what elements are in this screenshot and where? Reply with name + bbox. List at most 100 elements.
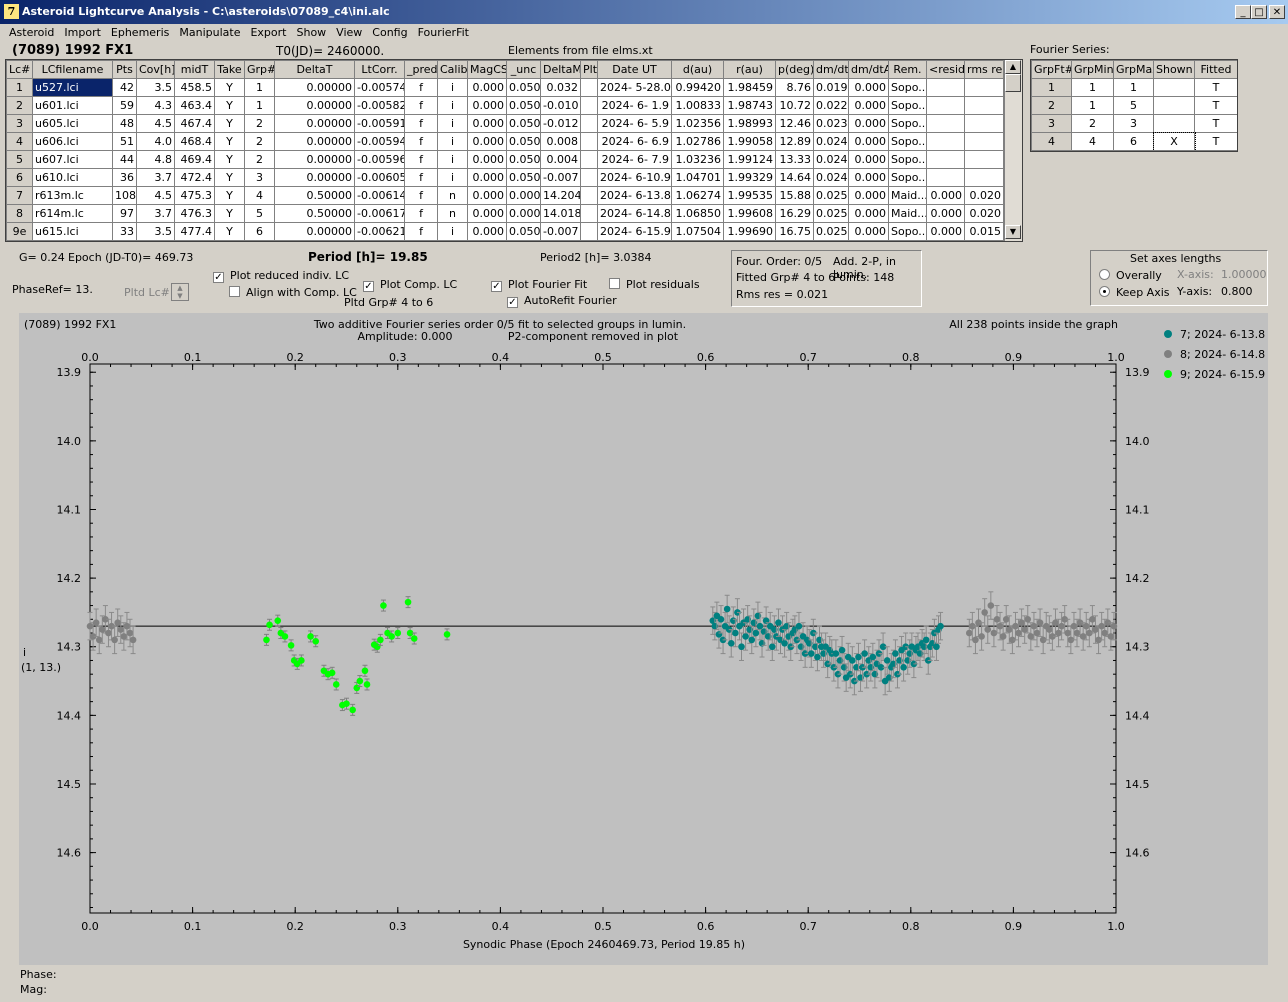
fourier-cell[interactable]: 3: [1031, 114, 1072, 133]
table-cell[interactable]: [964, 78, 1004, 97]
table-cell[interactable]: [926, 168, 965, 187]
table-cell[interactable]: 2024- 6-14.8: [597, 204, 672, 223]
column-header[interactable]: _unc: [506, 60, 541, 79]
table-cell[interactable]: 108: [112, 186, 137, 205]
lightcurve-plot[interactable]: 0.0 0.0 0.1 0.1 0.2 0.2 0.3 0.3 0.4 0.4 0.5 0.5 0.6 0…: [19, 313, 1268, 965]
table-cell[interactable]: 1.99124: [723, 150, 776, 169]
table-cell[interactable]: 0.000: [848, 132, 889, 151]
table-cell[interactable]: -0.012: [540, 114, 581, 133]
table-cell[interactable]: 0.000: [848, 186, 889, 205]
table-cell[interactable]: 0.000: [467, 78, 507, 97]
table-cell[interactable]: [580, 186, 598, 205]
menu-view[interactable]: View: [336, 26, 363, 39]
table-cell[interactable]: 472.4: [174, 168, 215, 187]
table-cell[interactable]: 0.050: [506, 150, 541, 169]
table-cell[interactable]: Y: [214, 222, 245, 241]
table-cell[interactable]: 0.000: [467, 132, 507, 151]
table-cell[interactable]: 0.000: [926, 222, 965, 241]
table-cell[interactable]: 4.0: [136, 132, 175, 151]
period-value[interactable]: Period [h]= 19.85: [308, 250, 428, 264]
table-cell[interactable]: [580, 96, 598, 115]
table-cell[interactable]: Sopo...: [888, 132, 927, 151]
table-cell[interactable]: [580, 114, 598, 133]
column-header[interactable]: Take: [214, 60, 245, 79]
table-cell[interactable]: Maid...: [888, 186, 927, 205]
plot-fourier-checkbox[interactable]: ✓ Plot Fourier Fit: [491, 278, 587, 292]
table-row[interactable]: 7 r613m.lc 108 4.5 475.3 Y 4 0.50000 -0.00614 f n 0…: [6, 186, 1004, 205]
table-cell[interactable]: i: [437, 114, 468, 133]
table-cell[interactable]: [964, 150, 1004, 169]
column-header[interactable]: <resid>: [926, 60, 965, 79]
table-cell[interactable]: [964, 114, 1004, 133]
table-cell[interactable]: 2024- 6- 7.9: [597, 150, 672, 169]
table-cell[interactable]: 0.00000: [274, 114, 355, 133]
table-cell[interactable]: 0.00000: [274, 78, 355, 97]
table-cell[interactable]: -0.007: [540, 222, 581, 241]
table-cell[interactable]: 0.024: [813, 150, 849, 169]
table-cell[interactable]: 1.03236: [671, 150, 724, 169]
period2-value[interactable]: Period2 [h]= 3.0384: [540, 251, 652, 264]
table-cell[interactable]: 7: [6, 186, 33, 205]
scroll-up-icon[interactable]: ▲: [1005, 60, 1021, 74]
pltd-lc-spinner[interactable]: ▲ ▼: [171, 283, 189, 301]
table-cell[interactable]: [580, 222, 598, 241]
table-cell[interactable]: 1.07504: [671, 222, 724, 241]
table-cell[interactable]: Y: [214, 168, 245, 187]
fourier-cell[interactable]: T: [1194, 96, 1237, 115]
fourier-cell[interactable]: 4: [1071, 132, 1114, 151]
table-cell[interactable]: 4: [6, 132, 33, 151]
fourier-cell[interactable]: 1: [1071, 78, 1114, 97]
table-cell[interactable]: [964, 96, 1004, 115]
fourier-cell[interactable]: 1: [1113, 78, 1154, 97]
table-cell[interactable]: 2: [244, 114, 275, 133]
table-cell[interactable]: u527.lci: [32, 78, 113, 97]
table-cell[interactable]: 0.00000: [274, 150, 355, 169]
table-cell[interactable]: 9e: [6, 222, 33, 241]
table-cell[interactable]: 0.000: [848, 114, 889, 133]
table-cell[interactable]: [964, 168, 1004, 187]
table-cell[interactable]: -0.00621: [354, 222, 405, 241]
table-cell[interactable]: 468.4: [174, 132, 215, 151]
table-cell[interactable]: 0.000: [926, 204, 965, 223]
table-cell[interactable]: 3.5: [136, 78, 175, 97]
table-cell[interactable]: 4.5: [136, 186, 175, 205]
column-header[interactable]: Pts: [112, 60, 137, 79]
table-cell[interactable]: 12.46: [775, 114, 814, 133]
table-cell[interactable]: 463.4: [174, 96, 215, 115]
table-cell[interactable]: 2024- 6-13.8: [597, 186, 672, 205]
table-cell[interactable]: u606.lci: [32, 132, 113, 151]
table-cell[interactable]: 469.4: [174, 150, 215, 169]
table-cell[interactable]: 0.000: [848, 168, 889, 187]
table-cell[interactable]: [580, 150, 598, 169]
table-cell[interactable]: 1.99058: [723, 132, 776, 151]
table-cell[interactable]: Y: [214, 204, 245, 223]
column-header[interactable]: Rem.: [888, 60, 927, 79]
fourier-cell[interactable]: T: [1194, 132, 1237, 151]
table-cell[interactable]: 0.020: [964, 186, 1004, 205]
table-cell[interactable]: i: [437, 150, 468, 169]
table-cell[interactable]: 458.5: [174, 78, 215, 97]
table-cell[interactable]: 2: [244, 132, 275, 151]
table-cell[interactable]: 3.7: [136, 168, 175, 187]
scroll-thumb[interactable]: [1005, 74, 1021, 92]
table-cell[interactable]: 0.008: [540, 132, 581, 151]
align-comp-checkbox[interactable]: Align with Comp. LC: [229, 286, 357, 299]
table-cell[interactable]: 1.98459: [723, 78, 776, 97]
table-cell[interactable]: 2024- 5-28.0: [597, 78, 672, 97]
table-cell[interactable]: 1.99690: [723, 222, 776, 241]
lightcurve-table[interactable]: Lc# LCfilename Pts Cov[h] midT Take Grp# DeltaT…: [5, 59, 1023, 242]
table-cell[interactable]: 4.8: [136, 150, 175, 169]
table-cell[interactable]: 477.4: [174, 222, 215, 241]
table-cell[interactable]: f: [404, 222, 438, 241]
table-cell[interactable]: [926, 150, 965, 169]
fourier-cell[interactable]: 6: [1113, 132, 1154, 151]
table-cell[interactable]: r613m.lc: [32, 186, 113, 205]
table-cell[interactable]: -0.00574: [354, 78, 405, 97]
table-cell[interactable]: -0.00614: [354, 186, 405, 205]
column-header[interactable]: GrpMin: [1071, 60, 1114, 79]
table-cell[interactable]: 0.022: [813, 96, 849, 115]
fourier-cell[interactable]: [1153, 78, 1195, 97]
fourier-cell[interactable]: T: [1194, 114, 1237, 133]
table-cell[interactable]: 0.050: [506, 78, 541, 97]
